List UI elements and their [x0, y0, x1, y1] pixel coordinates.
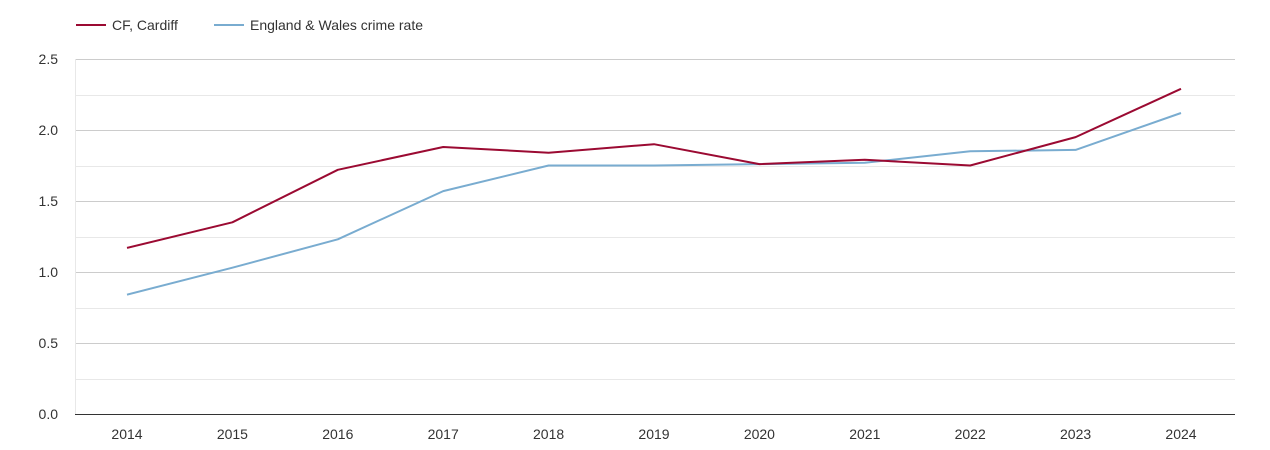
- y-tick-label: 0.0: [39, 406, 59, 422]
- x-tick-label: 2017: [428, 426, 459, 442]
- x-tick-label: 2024: [1165, 426, 1196, 442]
- series-line-england-wales[interactable]: [126, 112, 1182, 296]
- y-tick-label: 1.5: [39, 193, 59, 209]
- x-tick-label: 2021: [849, 426, 880, 442]
- x-tick-label: 2015: [217, 426, 248, 442]
- y-tick-label: 0.5: [39, 335, 59, 351]
- x-tick-label: 2022: [955, 426, 986, 442]
- series-line-cardiff[interactable]: [126, 87, 1182, 249]
- x-tick-label: 2020: [744, 426, 775, 442]
- legend-item-england-wales[interactable]: England & Wales crime rate: [214, 17, 423, 33]
- x-tick-label: 2018: [533, 426, 564, 442]
- x-axis: 2014 2015 2016 2017 2018 2019 2020 2021 …: [111, 426, 1196, 442]
- y-tick-label: 2.5: [39, 51, 59, 67]
- legend: CF, Cardiff England & Wales crime rate: [76, 17, 423, 33]
- y-axis: 0.0 0.5 1.0 1.5 2.0 2.5: [39, 51, 59, 422]
- y-tick-label: 2.0: [39, 122, 59, 138]
- y-tick-label: 1.0: [39, 264, 59, 280]
- x-tick-label: 2023: [1060, 426, 1091, 442]
- x-tick-label: 2016: [322, 426, 353, 442]
- x-tick-label: 2014: [111, 426, 142, 442]
- x-tick-label: 2019: [638, 426, 669, 442]
- legend-label-england-wales: England & Wales crime rate: [250, 17, 423, 33]
- series-group: [126, 87, 1182, 296]
- legend-item-cardiff[interactable]: CF, Cardiff: [76, 17, 178, 33]
- legend-label-cardiff: CF, Cardiff: [112, 17, 178, 33]
- grid: [75, 59, 1235, 415]
